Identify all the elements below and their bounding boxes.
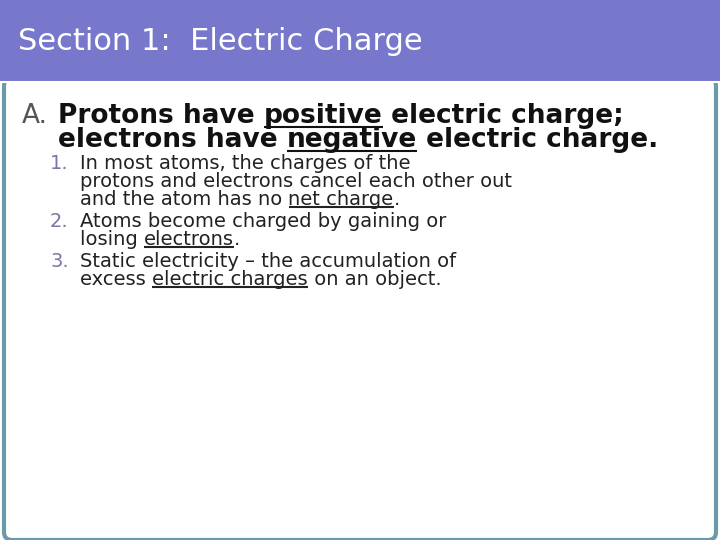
Text: 3.: 3. (50, 252, 68, 271)
Text: electric charge.: electric charge. (417, 127, 658, 153)
Text: electric charge;: electric charge; (382, 103, 624, 129)
Text: Protons have: Protons have (58, 103, 264, 129)
Text: excess: excess (80, 270, 152, 289)
Text: Static electricity – the accumulation of: Static electricity – the accumulation of (80, 252, 456, 271)
FancyBboxPatch shape (4, 78, 716, 540)
Text: losing: losing (80, 230, 144, 249)
Text: Atoms become charged by gaining or: Atoms become charged by gaining or (80, 212, 446, 231)
Text: electrons have: electrons have (58, 127, 287, 153)
FancyBboxPatch shape (0, 0, 720, 82)
Text: on an object.: on an object. (307, 270, 441, 289)
Text: .: . (394, 190, 400, 209)
Text: positive: positive (264, 103, 382, 129)
Text: protons and electrons cancel each other out: protons and electrons cancel each other … (80, 172, 512, 191)
Text: 1.: 1. (50, 154, 68, 173)
Text: electrons: electrons (144, 230, 234, 249)
Text: net charge: net charge (289, 190, 394, 209)
Text: .: . (234, 230, 240, 249)
Text: and the atom has no: and the atom has no (80, 190, 289, 209)
Text: A.: A. (22, 103, 48, 129)
Text: 2.: 2. (50, 212, 68, 231)
Text: electric charges: electric charges (152, 270, 307, 289)
Text: Section 1:  Electric Charge: Section 1: Electric Charge (18, 26, 423, 56)
Text: In most atoms, the charges of the: In most atoms, the charges of the (80, 154, 410, 173)
Text: negative: negative (287, 127, 417, 153)
